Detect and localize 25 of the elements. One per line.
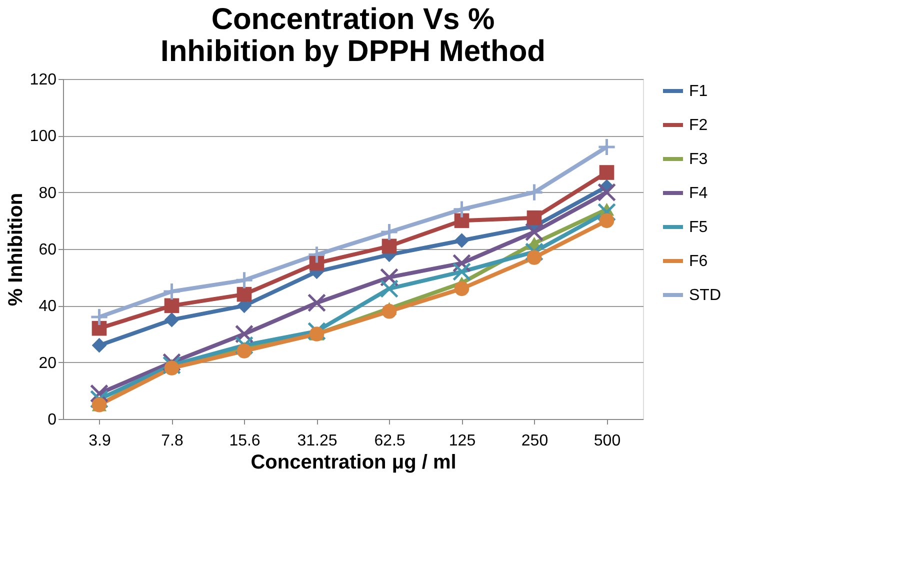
legend-label: F1 [689,83,708,100]
x-axis-title: Concentration μg / ml [250,452,456,474]
legend-label: F5 [689,219,708,236]
legend-label: F6 [689,253,708,270]
legend-label: F4 [689,185,708,202]
x-tick-label: 31.25 [297,432,338,450]
x-tick-label: 3.9 [88,432,111,450]
y-tick-label: 80 [38,184,57,202]
y-tick-label: 100 [30,128,57,146]
legend-label: F3 [689,151,708,168]
chart-title: Concentration Vs % Inhibition by DPPH Method [160,3,546,68]
x-tick-label: 7.8 [161,432,184,450]
y-tick-label: 20 [38,354,57,372]
y-tick-label: 0 [48,412,57,428]
x-tick-label: 62.5 [374,432,406,450]
x-tick-label: 500 [594,432,621,450]
y-tick-label: 60 [38,242,57,258]
x-tick-label: 250 [521,432,548,450]
x-tick-label: 15.6 [229,432,260,450]
y-axis-title: % Inhibition [4,192,27,306]
legend-label: STD [689,287,721,304]
x-tick-label: 125 [448,432,476,450]
y-tick-label: 120 [30,72,57,88]
legend-label: F2 [689,117,708,134]
y-tick-label: 40 [38,298,57,316]
